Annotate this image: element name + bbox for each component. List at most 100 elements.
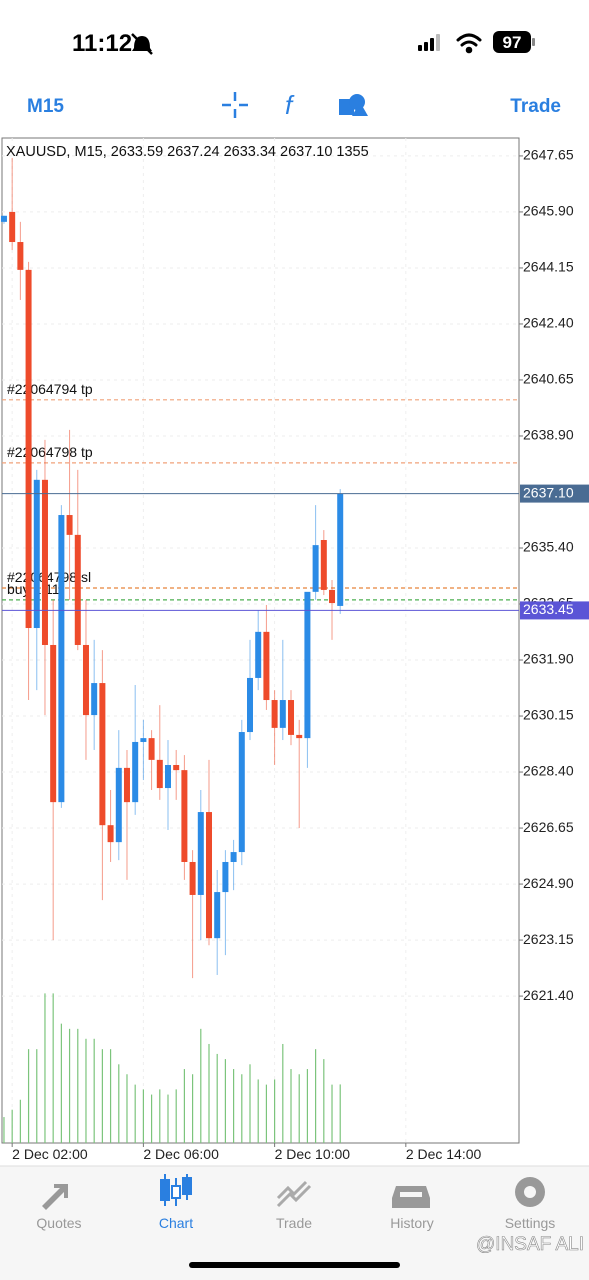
x-tick-label: 2 Dec 14:00 (406, 1146, 482, 1162)
plot-frame (1, 137, 520, 1144)
candle-body (238, 732, 245, 853)
candle-body (50, 644, 57, 803)
order-label: #22064798 tp (7, 444, 93, 460)
candle-body (66, 515, 73, 535)
mute-icon (131, 33, 153, 55)
chart-header: XAUUSD, M15, 2633.59 2637.24 2633.34 2637.10… (6, 144, 369, 160)
candle-body (304, 591, 311, 739)
candle-body (107, 825, 114, 843)
order-label: buy 1.11 (7, 581, 60, 597)
status-time: 11:12 (72, 30, 132, 57)
price-tag (520, 484, 589, 503)
header-low: 2633.34 (224, 144, 276, 160)
x-tick-label: 2 Dec 06:00 (143, 1146, 219, 1162)
candle-body (279, 700, 286, 728)
y-tick-label: 2621.40 (523, 987, 574, 1003)
candle-body (222, 861, 229, 893)
candle-body (123, 767, 130, 803)
candle-body (247, 677, 254, 733)
y-tick-label: 2623.15 (523, 931, 574, 947)
candle-body (115, 767, 122, 843)
tab-label[interactable]: Trade (276, 1215, 312, 1231)
header-close: 2637.10 (280, 144, 332, 160)
price-tag (520, 601, 589, 620)
candle-body (41, 479, 48, 645)
quotes-icon (42, 1184, 68, 1210)
signal-icon (418, 34, 440, 51)
tabs: Quotes Chart Trade History Settings (36, 1215, 555, 1231)
candle-body (74, 534, 81, 645)
candle-body (91, 683, 98, 716)
settings-icon (515, 1177, 545, 1207)
candle-body (132, 741, 139, 803)
timeframe-button[interactable]: M15 (27, 96, 64, 117)
indicators-button[interactable]: f (285, 90, 295, 120)
chart: 2647.65 2645.90 2644.15 2642.40 2640.65 2638.… (0, 138, 589, 1162)
battery-level: 97 (503, 33, 522, 52)
candle-body (320, 540, 327, 590)
candle-body (205, 812, 212, 939)
candle-body (17, 242, 24, 270)
candle-body (173, 765, 180, 771)
candle-body (25, 269, 32, 629)
header-volume: 1355 (336, 144, 368, 160)
candle-body (140, 738, 147, 742)
y-tick-label: 2640.65 (523, 371, 574, 387)
battery-tip (532, 38, 535, 46)
candle-body (337, 493, 344, 606)
tab-label[interactable]: Chart (159, 1215, 193, 1231)
candle-body (214, 892, 221, 939)
candle-body (82, 644, 89, 716)
header-open: 2633.59 (111, 144, 163, 160)
trade-icon (276, 1180, 312, 1208)
y-tick-label: 2628.40 (523, 763, 574, 779)
y-tick-label: 2642.40 (523, 315, 574, 331)
y-tick-label: 2631.90 (523, 651, 574, 667)
watermark: @INSAF ALI (476, 1234, 584, 1255)
candle-body (99, 683, 106, 826)
battery (493, 31, 531, 53)
x-tick-label: 2 Dec 10:00 (275, 1146, 351, 1162)
wifi-icon (456, 33, 482, 54)
candle-body (0, 215, 7, 222)
header-high: 2637.24 (167, 144, 219, 160)
y-tick-label: 2626.65 (523, 819, 574, 835)
candle-body (58, 515, 65, 803)
tab-bar (0, 1166, 589, 1280)
candle-body (9, 211, 16, 243)
candle-body (197, 812, 204, 895)
y-tick-label: 2644.15 (523, 259, 574, 275)
candle-body (329, 589, 336, 604)
candle-body (181, 770, 188, 862)
x-tick-label: 2 Dec 02:00 (12, 1146, 88, 1162)
chart-title: XAUUSD, M15, (6, 144, 107, 160)
candle-body (271, 700, 278, 728)
candle-body (255, 631, 262, 678)
y-tick-label: 2630.15 (523, 707, 574, 723)
y-tick-label: 2645.90 (523, 203, 574, 219)
candle-body (296, 734, 303, 739)
chart-icon (160, 1174, 192, 1206)
y-tick-label: 2638.90 (523, 427, 574, 443)
candle-body (164, 765, 171, 789)
candle-body (189, 861, 196, 895)
order-label: #22064794 tp (7, 381, 93, 397)
tab-label[interactable]: Settings (505, 1215, 556, 1231)
candle-body (33, 479, 40, 629)
tab-label[interactable]: Quotes (36, 1215, 81, 1231)
home-indicator (189, 1262, 400, 1268)
price-tag-label: 2637.10 (523, 484, 574, 500)
price-tag-label: 2633.45 (523, 601, 574, 617)
objects-button[interactable] (339, 94, 368, 116)
candle-body (263, 631, 270, 701)
candle-body (148, 738, 155, 760)
trade-button[interactable]: Trade (510, 96, 561, 117)
crosshair-button[interactable] (222, 92, 248, 118)
candle-body (230, 852, 237, 862)
candle-body (288, 700, 295, 735)
y-tick-label: 2624.90 (523, 875, 574, 891)
y-tick-label: 2635.40 (523, 539, 574, 555)
tab-label[interactable]: History (390, 1215, 434, 1231)
candle-body (156, 759, 163, 789)
